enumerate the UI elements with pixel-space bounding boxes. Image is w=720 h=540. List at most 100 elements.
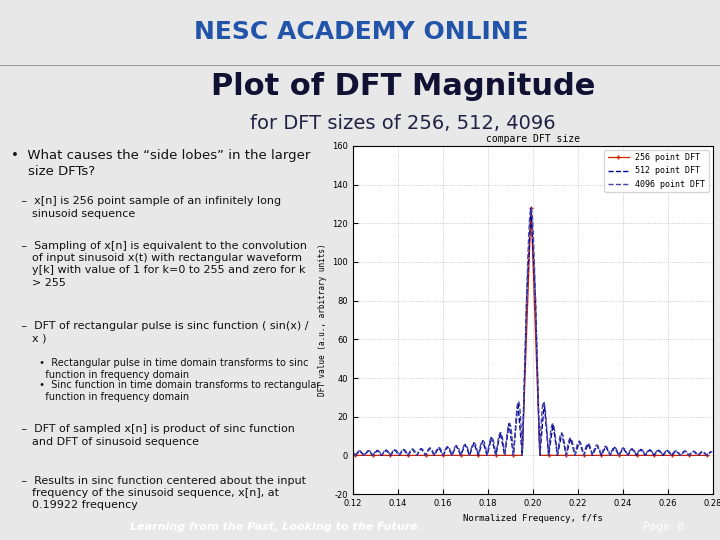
Text: –  DFT of rectangular pulse is sinc function ( sin(x) /
      x ): – DFT of rectangular pulse is sinc funct… [11, 321, 308, 343]
Bar [0, 65, 720, 66]
Bar [0, 65, 720, 66]
Legend: 256 point DFT, 512 point DFT, 4096 point DFT: 256 point DFT, 512 point DFT, 4096 point… [605, 150, 708, 192]
256 point DFT [430, 452, 438, 458]
Bar [0, 65, 720, 66]
4096 point DFT [351, 452, 359, 458]
Bar [0, 65, 720, 66]
256 point DFT [641, 452, 649, 458]
Text: NESC ACADEMY ONLINE: NESC ACADEMY ONLINE [194, 19, 529, 44]
Bar [0, 65, 720, 66]
Bar [0, 65, 720, 66]
256 point DFT [685, 452, 693, 458]
Text: •  Rectangular pulse in time domain transforms to sinc
           function in fr: • Rectangular pulse in time domain trans… [11, 358, 308, 380]
256 point DFT [544, 452, 553, 458]
4096 point DFT [359, 450, 367, 457]
256 point DFT [518, 452, 526, 458]
512 point DFT [351, 452, 359, 458]
256 point DFT [500, 452, 509, 458]
Bar [0, 65, 720, 66]
256 point DFT [413, 452, 421, 458]
Bar [0, 65, 720, 66]
Bar [0, 65, 720, 66]
256 point DFT [536, 452, 544, 458]
Line: 256 point DFT: 256 point DFT [354, 206, 709, 457]
Bar [0, 65, 720, 66]
Bar [0, 65, 720, 66]
Text: –  Sampling of x[n] is equivalent to the convolution
      of input sinusoid x(t: – Sampling of x[n] is equivalent to the … [11, 240, 307, 288]
4096 point DFT [370, 449, 379, 456]
Text: •  Sinc function in time domain transforms to rectangular
           function in: • Sinc function in time domain transform… [11, 380, 320, 402]
4096 point DFT [456, 450, 464, 457]
Bar [0, 65, 720, 66]
256 point DFT [624, 452, 632, 458]
512 point DFT [707, 448, 716, 455]
256 point DFT [377, 452, 386, 458]
Bar [0, 65, 720, 66]
256 point DFT [667, 452, 676, 458]
Bar [0, 65, 720, 66]
Line: 512 point DFT: 512 point DFT [355, 208, 711, 455]
Bar [0, 65, 720, 66]
256 point DFT [465, 452, 474, 458]
Text: Page: 8: Page: 8 [643, 522, 684, 532]
256 point DFT [456, 452, 465, 458]
256 point DFT [659, 452, 667, 458]
Bar [0, 65, 720, 66]
X-axis label: Normalized Frequency, f/fs: Normalized Frequency, f/fs [463, 514, 603, 523]
Bar [0, 65, 720, 66]
4096 point DFT [463, 444, 472, 451]
Bar [0, 65, 720, 66]
Text: for DFT sizes of 256, 512, 4096: for DFT sizes of 256, 512, 4096 [251, 114, 556, 133]
256 point DFT [703, 452, 711, 458]
256 point DFT [369, 452, 377, 458]
Bar [0, 65, 720, 66]
Bar [0, 65, 720, 66]
Bar [0, 65, 720, 66]
Text: Learning from the Past, Looking to the Future: Learning from the Past, Looking to the F… [130, 522, 418, 532]
512 point DFT [527, 205, 536, 211]
Bar [0, 65, 720, 66]
256 point DFT [474, 452, 482, 458]
Bar [0, 65, 720, 66]
Bar [0, 65, 720, 66]
Bar [0, 65, 720, 66]
Bar [0, 65, 720, 66]
Bar [0, 65, 720, 66]
Bar [0, 65, 720, 66]
4096 point DFT [349, 450, 358, 456]
4096 point DFT [527, 205, 536, 211]
256 point DFT [351, 452, 359, 458]
256 point DFT [438, 452, 447, 458]
Line: 4096 point DFT: 4096 point DFT [353, 208, 712, 455]
Bar [0, 65, 720, 66]
Bar [0, 65, 720, 66]
256 point DFT [580, 452, 588, 458]
4096 point DFT [348, 449, 357, 456]
Text: –  Results in sinc function centered about the input
      frequency of the sinu: – Results in sinc function centered abou… [11, 476, 305, 510]
256 point DFT [597, 452, 606, 458]
256 point DFT [649, 452, 658, 458]
4096 point DFT [708, 449, 716, 455]
256 point DFT [395, 452, 403, 458]
Bar [0, 65, 720, 66]
Bar [0, 65, 720, 66]
Text: –  x[n] is 256 point sample of an infinitely long
      sinusoid sequence: – x[n] is 256 point sample of an infinit… [11, 197, 281, 219]
256 point DFT [632, 452, 641, 458]
256 point DFT [509, 452, 518, 458]
Bar [0, 65, 720, 66]
Bar [0, 65, 720, 66]
Bar [0, 65, 720, 66]
Bar [0, 65, 720, 66]
256 point DFT [483, 452, 492, 458]
Text: •  What causes the “side lobes” in the larger
    size DFTs?: • What causes the “side lobes” in the la… [11, 148, 310, 178]
Text: –  DFT of sampled x[n] is product of sinc function
      and DFT of sinusoid seq: – DFT of sampled x[n] is product of sinc… [11, 424, 294, 447]
Bar [0, 65, 720, 66]
256 point DFT [553, 452, 562, 458]
4096 point DFT [510, 428, 519, 434]
256 point DFT [448, 452, 456, 458]
512 point DFT [448, 452, 456, 458]
256 point DFT [404, 452, 413, 458]
512 point DFT [452, 442, 461, 449]
Bar [0, 65, 720, 66]
256 point DFT [562, 452, 570, 458]
